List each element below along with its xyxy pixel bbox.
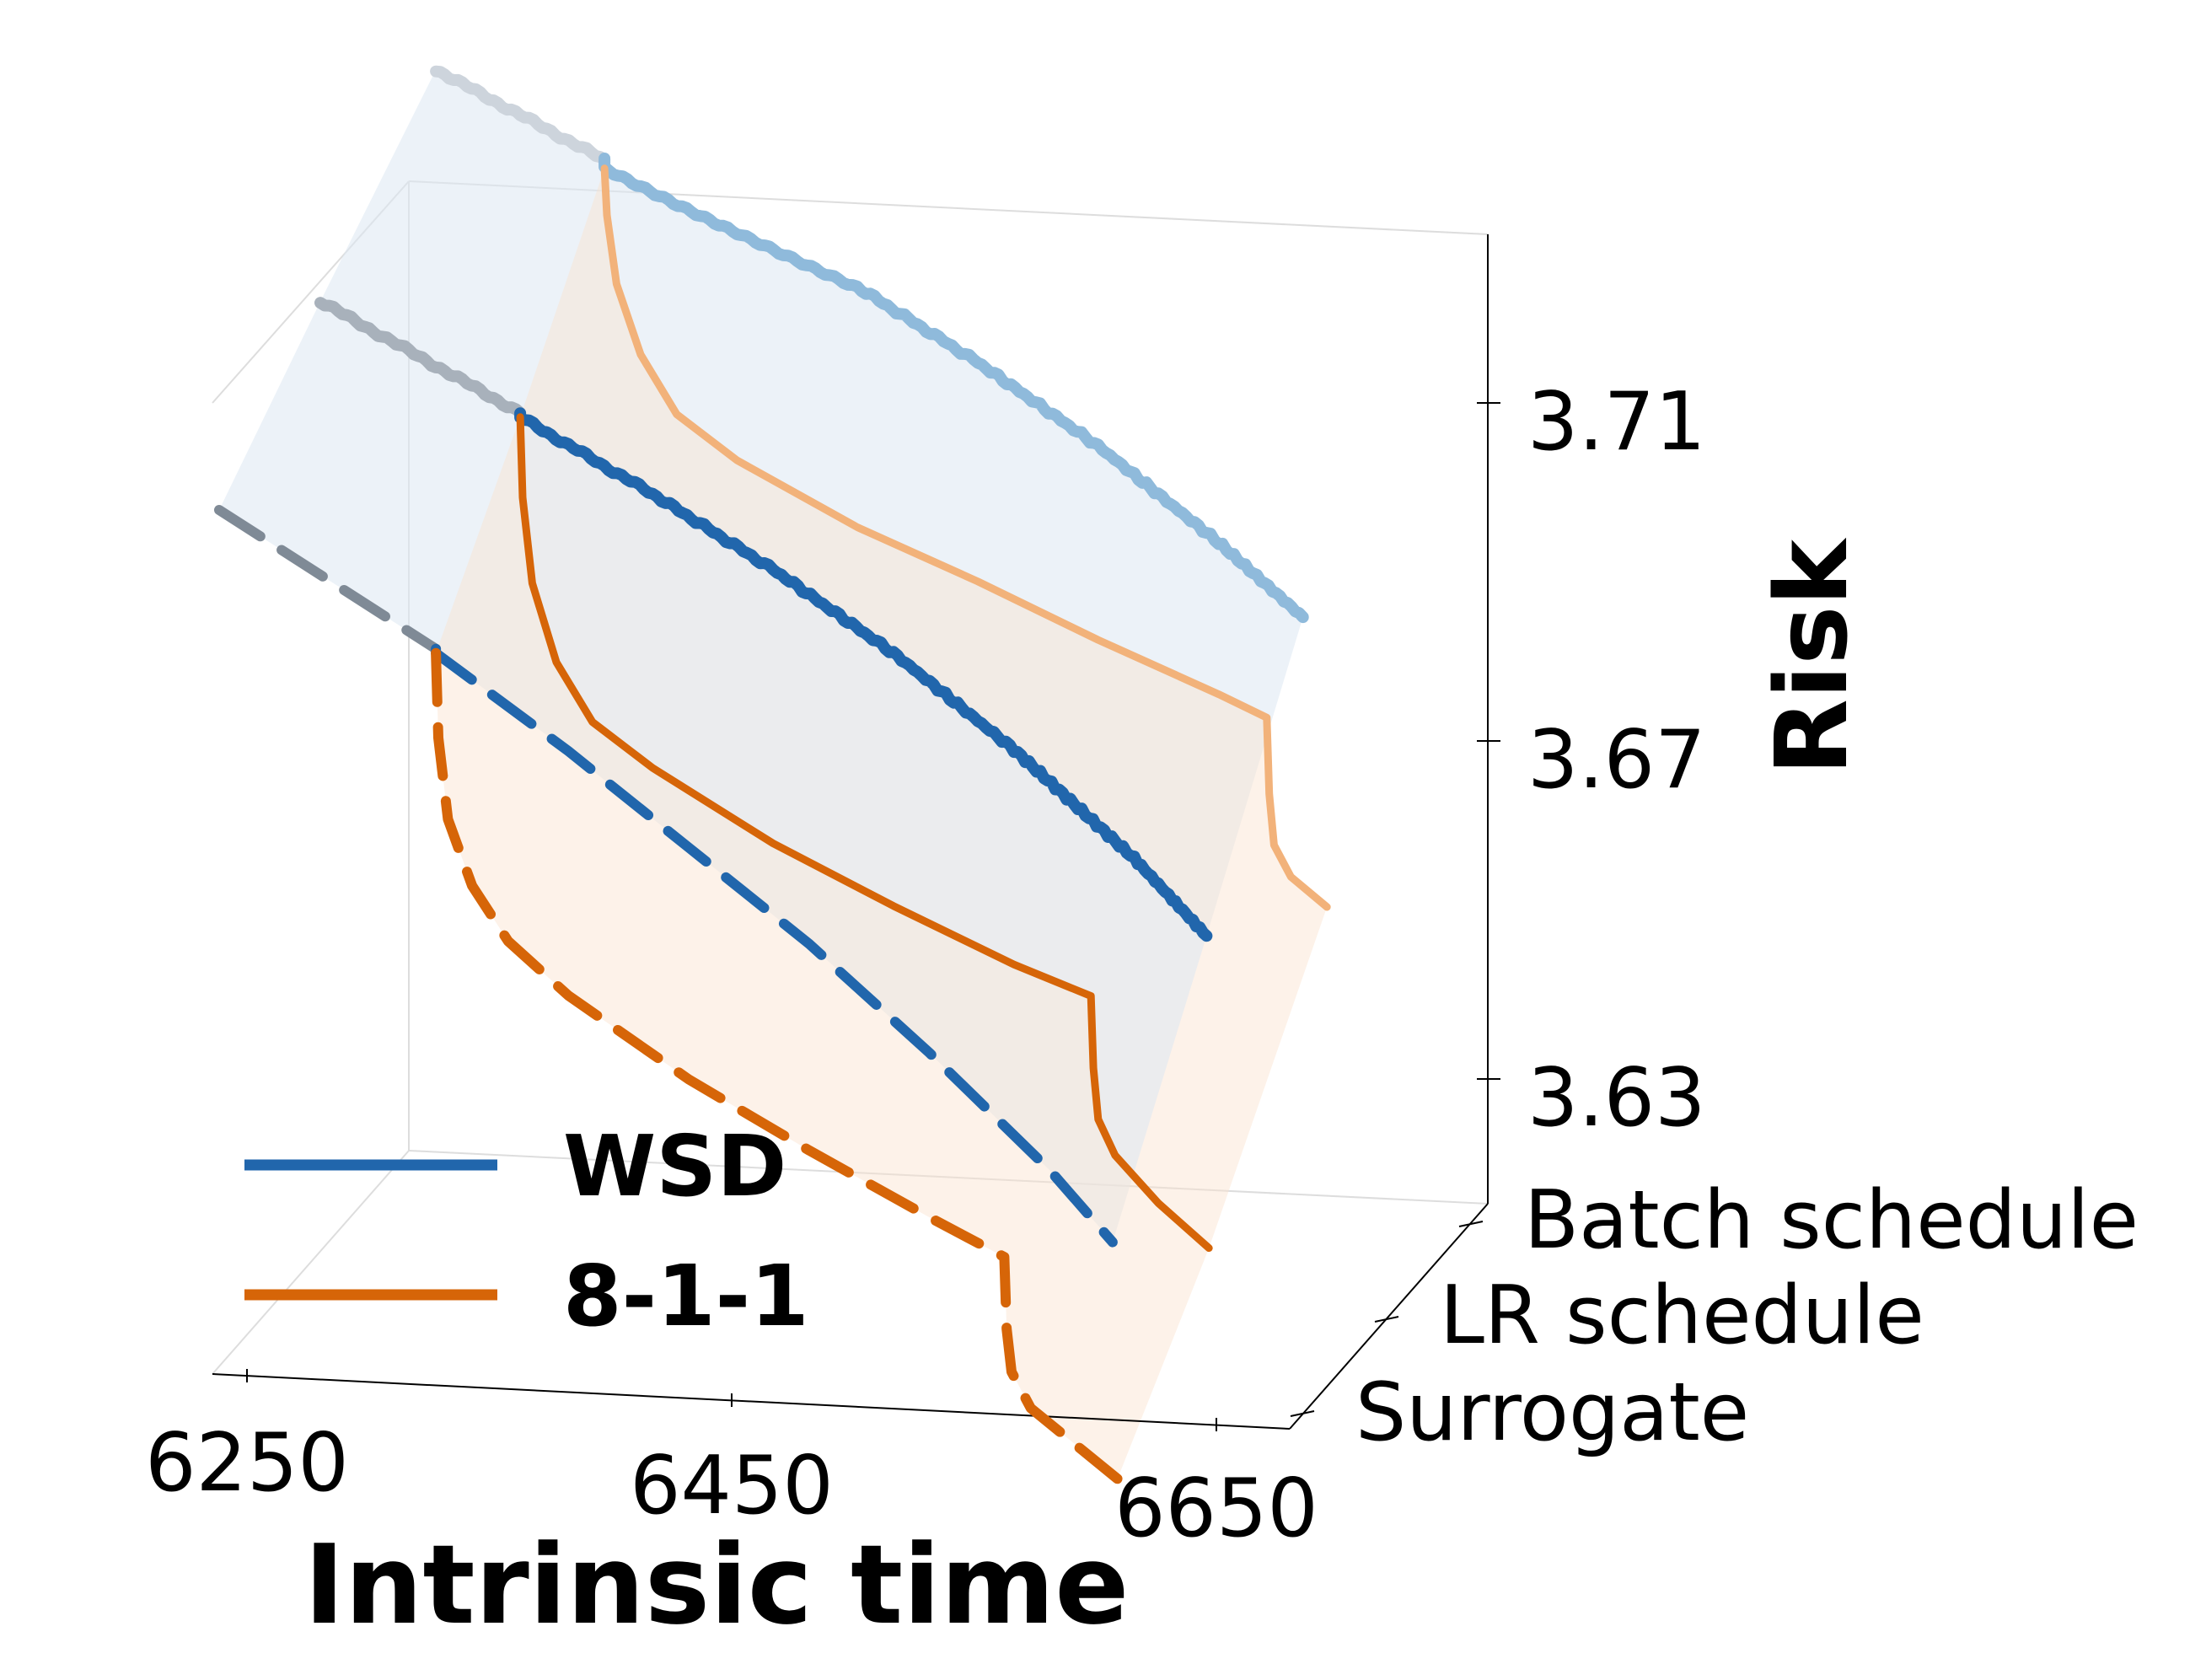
depth-tick-label-surrogate: Surrogate	[1355, 1366, 1749, 1459]
series-line-wsd-warmup	[314, 297, 527, 419]
series-line-8-1-1	[431, 647, 1123, 1484]
series-line-wsd	[431, 643, 1118, 1248]
axes	[212, 234, 1500, 1431]
legend: WSD 8-1-1	[244, 1117, 809, 1345]
x-axis-line	[212, 1373, 1291, 1430]
z-tick-label: 3.67	[1527, 714, 1706, 807]
depth-tick-mark	[1458, 1221, 1484, 1227]
series-lines	[214, 65, 1331, 1484]
fill-plane	[219, 301, 1207, 1243]
depth-tick-label-lr: LR schedule	[1440, 1269, 1924, 1362]
depth-tick-mark	[1290, 1410, 1315, 1417]
x-tick-label: 6250	[145, 1417, 349, 1510]
x-tick-label: 6450	[630, 1440, 834, 1532]
depth-tick-labels: Batch schedule LR schedule Surrogate	[1355, 1174, 2139, 1459]
z-tick-label: 3.71	[1527, 376, 1706, 469]
depth-tick-label-batch: Batch schedule	[1524, 1174, 2139, 1267]
series-line-8-1-1	[516, 413, 1213, 1253]
fill-plane	[436, 416, 1210, 1479]
series-line-wsd	[514, 407, 1213, 942]
z-axis-title: Risk	[1753, 537, 1870, 776]
x-axis-title: Intrinsic time	[304, 1521, 1130, 1649]
x-tick-label: 6650	[1114, 1463, 1318, 1555]
series-line-wsd-warmup	[430, 65, 611, 166]
depth-tick-mark	[1374, 1316, 1399, 1323]
legend-label-8-1-1: 8-1-1	[563, 1247, 809, 1345]
x-tick-labels: 6250 6450 6650	[145, 1417, 1318, 1555]
legend-label-wsd: WSD	[563, 1117, 786, 1216]
series-line-wsd	[598, 153, 1309, 624]
series-line-8-1-1	[600, 164, 1331, 911]
z-tick-labels: 3.71 3.67 3.63	[1527, 376, 1706, 1145]
depth-axis-line	[1289, 1203, 1489, 1430]
series-line-wsd-warmup	[214, 505, 442, 654]
bottom-left-pane-edge	[212, 1150, 410, 1375]
z-tick-label: 3.63	[1527, 1052, 1706, 1145]
